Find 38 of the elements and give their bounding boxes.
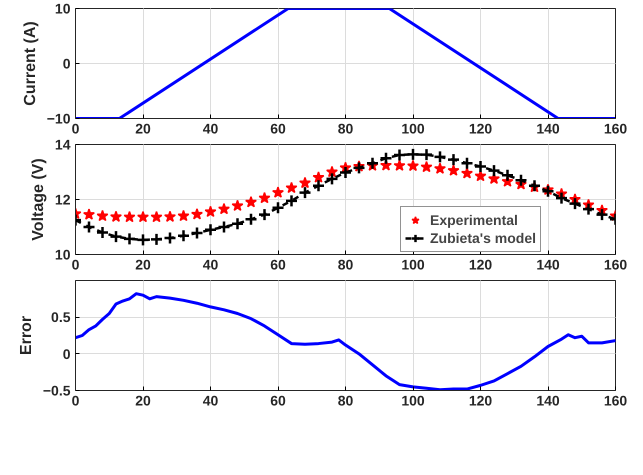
x-tick-label: 40 xyxy=(202,392,218,408)
x-tick-label: 120 xyxy=(468,120,492,136)
x-tick-label: 80 xyxy=(338,392,354,408)
y-tick-label: −10 xyxy=(46,110,71,126)
y-tick-label: 0 xyxy=(62,56,71,72)
y-tick-label: 10 xyxy=(54,0,71,16)
y-tick-label: −0.5 xyxy=(42,382,71,398)
y-axis-title: Voltage (V) xyxy=(30,158,47,241)
x-tick-label: 40 xyxy=(202,120,218,136)
x-tick-label: 20 xyxy=(135,120,151,136)
y-tick-label: 14 xyxy=(54,136,71,152)
legend-label: Experimental xyxy=(430,211,518,229)
x-tick-label: 140 xyxy=(536,256,560,272)
x-tick-label: 80 xyxy=(338,256,354,272)
x-tick-label: 140 xyxy=(536,392,560,408)
x-tick-label: 60 xyxy=(270,256,286,272)
y-axis-title: Current (A) xyxy=(22,21,39,106)
x-tick-label: 20 xyxy=(135,392,151,408)
x-tick-label: 100 xyxy=(401,392,425,408)
legend-label: Zubieta's model xyxy=(430,229,536,247)
y-tick-label: 12 xyxy=(54,192,71,208)
y-tick-label: 0 xyxy=(62,346,71,362)
x-tick-label: 60 xyxy=(270,392,286,408)
y-tick-label: 10 xyxy=(54,246,71,262)
x-tick-label: 120 xyxy=(468,256,492,272)
x-tick-label: 80 xyxy=(338,120,354,136)
x-tick-label: 160 xyxy=(604,392,628,408)
x-tick-label: 20 xyxy=(135,256,151,272)
x-tick-label: 160 xyxy=(604,120,628,136)
x-tick-label: 140 xyxy=(536,120,560,136)
x-tick-label: 120 xyxy=(468,392,492,408)
x-tick-label: 100 xyxy=(401,120,425,136)
x-tick-label: 100 xyxy=(401,256,425,272)
x-tick-label: 60 xyxy=(270,120,286,136)
y-axis-title: Error xyxy=(18,316,35,356)
x-tick-label: 160 xyxy=(604,256,628,272)
x-tick-label: 40 xyxy=(202,256,218,272)
y-tick-label: 0.5 xyxy=(51,309,71,326)
